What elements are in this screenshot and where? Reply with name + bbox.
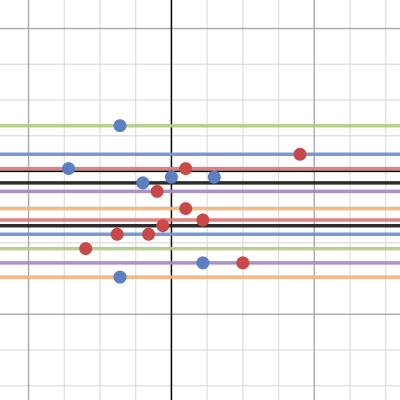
data-point: [293, 147, 307, 161]
data-point: [236, 256, 250, 270]
data-point: [110, 227, 124, 241]
data-point: [113, 119, 127, 133]
data-point: [179, 162, 193, 176]
data-point: [207, 170, 221, 184]
data-point: [150, 184, 164, 198]
data-point: [156, 219, 170, 233]
data-point: [62, 162, 76, 176]
data-point: [196, 256, 210, 270]
data-point: [136, 176, 150, 190]
data-point: [113, 270, 127, 284]
data-point: [142, 227, 156, 241]
data-points: [62, 119, 307, 284]
horizontal-lines: [0, 123, 400, 279]
data-point: [164, 170, 178, 184]
data-point: [196, 213, 210, 227]
data-point: [79, 242, 93, 256]
data-point: [179, 202, 193, 216]
